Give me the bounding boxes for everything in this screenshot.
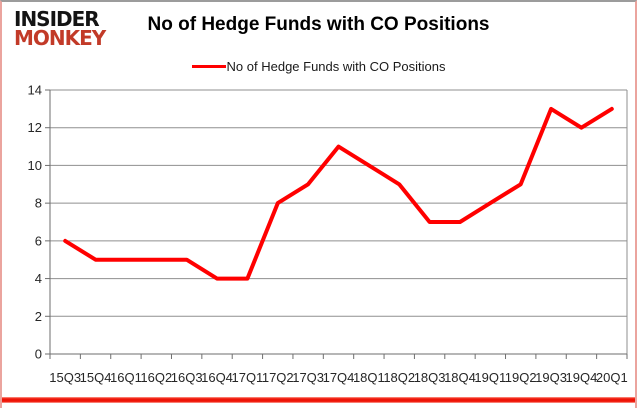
x-axis-label: 17Q4	[323, 370, 355, 385]
legend-label: No of Hedge Funds with CO Positions	[226, 59, 446, 74]
y-axis-label: 0	[35, 347, 42, 362]
y-axis-label: 6	[35, 233, 42, 248]
x-axis-label: 19Q4	[566, 370, 598, 385]
x-axis-label: 18Q4	[444, 370, 476, 385]
y-axis-label: 10	[28, 158, 42, 173]
x-axis-label: 18Q1	[353, 370, 385, 385]
y-axis-label: 12	[28, 120, 42, 135]
x-axis-label: 17Q3	[292, 370, 324, 385]
logo-insider-text: INSIDER	[14, 7, 100, 31]
x-axis-label: 20Q1	[596, 370, 628, 385]
x-axis-label: 16Q3	[171, 370, 203, 385]
x-axis-label: 15Q3	[49, 370, 81, 385]
chart-title: No of Hedge Funds with CO Positions	[147, 14, 490, 35]
y-axis-label: 4	[35, 271, 42, 286]
x-axis-label: 16Q2	[140, 370, 172, 385]
y-axis-label: 14	[28, 83, 42, 98]
series-line-co	[63, 106, 614, 281]
legend: No of Hedge Funds with CO Positions	[2, 59, 635, 74]
legend-line-swatch	[191, 65, 226, 68]
x-axis-label: 18Q3	[414, 370, 446, 385]
x-axis-label: 17Q1	[231, 370, 263, 385]
x-axis-label: 17Q2	[262, 370, 294, 385]
x-axis-label: 16Q4	[201, 370, 233, 385]
y-axis-label: 8	[35, 196, 42, 211]
x-axis-label: 15Q4	[80, 370, 112, 385]
y-axis-label: 2	[35, 309, 42, 324]
insider-monkey-logo: INSIDER MONKEY	[14, 7, 106, 50]
x-axis-label: 19Q3	[535, 370, 567, 385]
x-axis-label: 19Q1	[474, 370, 506, 385]
bottom-border-bar	[2, 397, 635, 403]
x-axis-label: 16Q1	[110, 370, 142, 385]
x-axis-label: 19Q2	[505, 370, 537, 385]
x-axis-label: 18Q2	[383, 370, 415, 385]
logo-monkey-text: MONKEY	[14, 26, 106, 50]
